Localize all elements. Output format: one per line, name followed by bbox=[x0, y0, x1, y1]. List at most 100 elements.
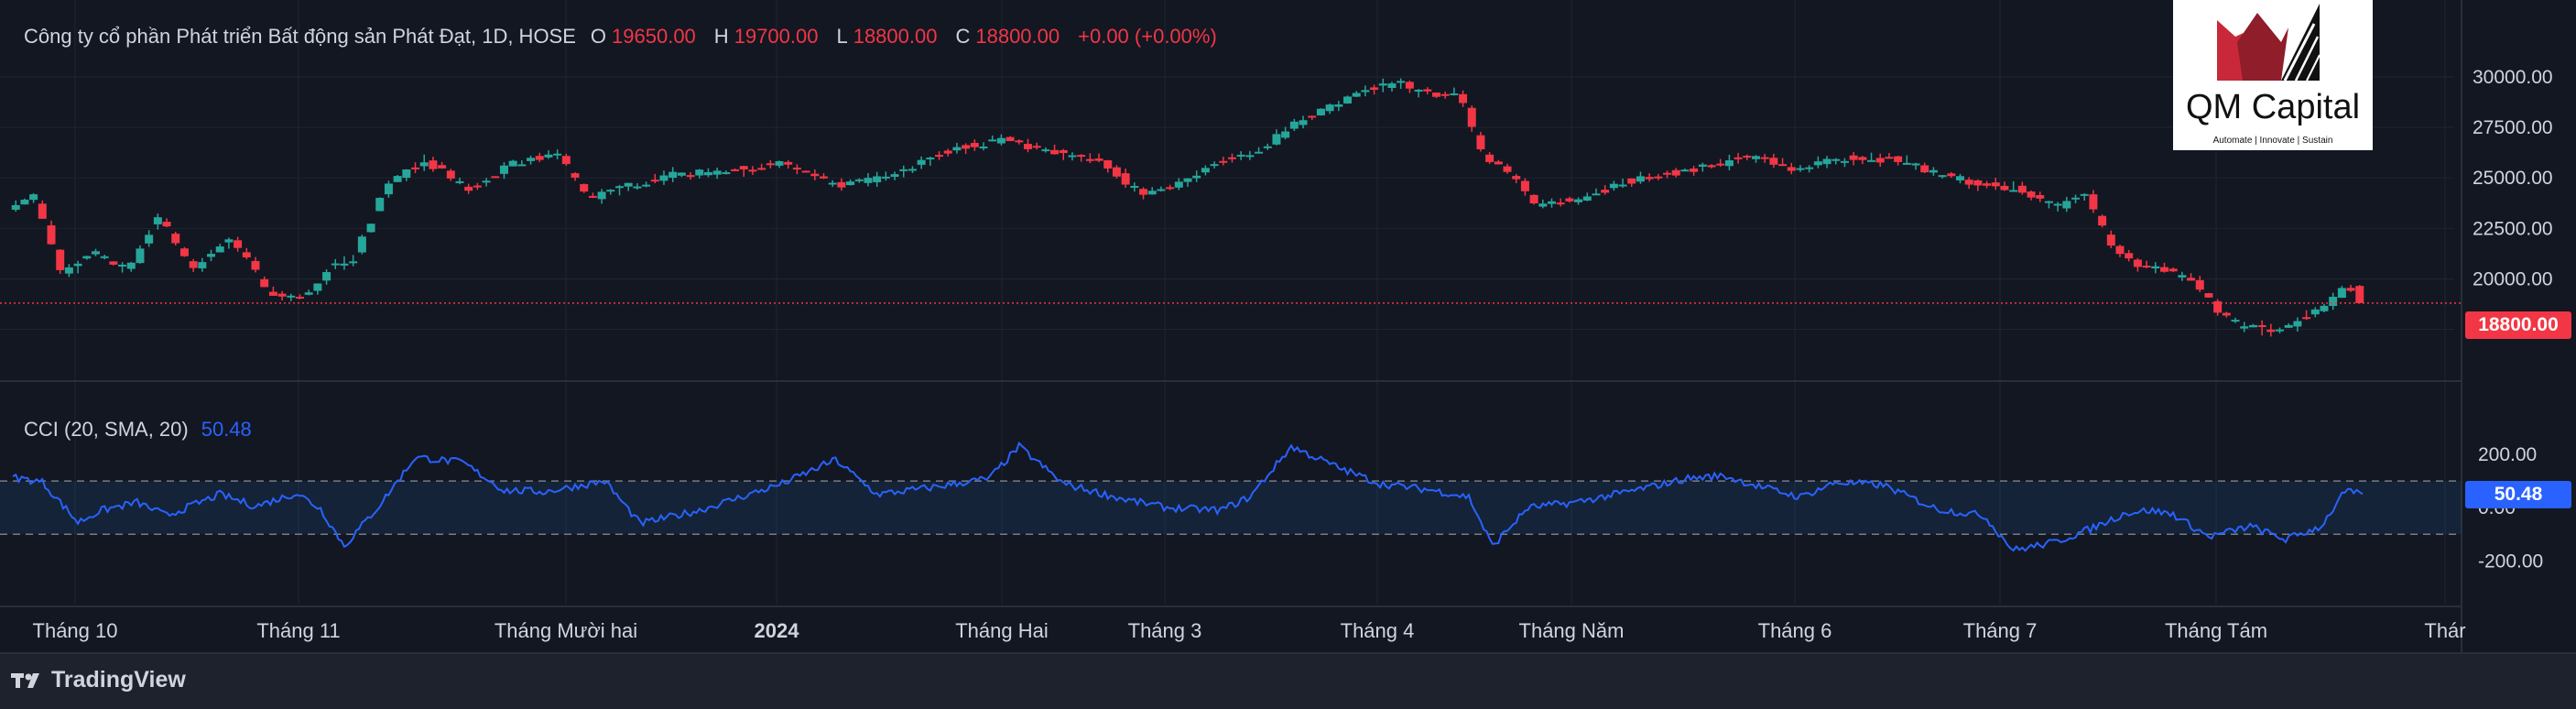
candle-body bbox=[1503, 166, 1512, 172]
candle-body bbox=[1299, 120, 1308, 125]
candle-body bbox=[1068, 155, 1077, 158]
candle-body bbox=[1538, 203, 1548, 207]
qm-capital-logo: QM Capital Automate | Innovate | Sustain bbox=[2173, 0, 2373, 150]
candle-body bbox=[1183, 178, 1192, 182]
logo-tagline: Automate | Innovate | Sustain bbox=[2212, 136, 2333, 146]
time-tick-label: Tháng 6 bbox=[1758, 619, 1832, 642]
candle-body bbox=[2187, 278, 2196, 281]
candle-body bbox=[757, 168, 766, 170]
candle-body bbox=[126, 262, 136, 269]
time-tick-label: Tháng 3 bbox=[1128, 619, 1202, 642]
candle-body bbox=[1352, 93, 1361, 97]
candle-body bbox=[996, 137, 1005, 144]
candle-body bbox=[890, 174, 899, 178]
candle-body bbox=[357, 236, 366, 253]
candle-body bbox=[712, 170, 722, 175]
candle-body bbox=[1361, 90, 1370, 93]
candle-body bbox=[1397, 81, 1406, 83]
candle-body bbox=[544, 154, 553, 158]
candle-body bbox=[1023, 144, 1032, 149]
candle-body bbox=[464, 186, 473, 191]
candle-body bbox=[234, 240, 243, 248]
candle-body bbox=[1103, 159, 1113, 169]
candle-body bbox=[1147, 191, 1157, 195]
candle-body bbox=[1485, 154, 1495, 162]
candle-body bbox=[429, 160, 438, 169]
candle-body bbox=[1520, 180, 1529, 191]
candle-body bbox=[908, 169, 917, 171]
candle-body bbox=[1938, 175, 1947, 178]
candle-body bbox=[1192, 175, 1201, 179]
cci-value-tag: 50.48 bbox=[2465, 481, 2571, 508]
candle-body bbox=[624, 182, 633, 187]
candle-body bbox=[1316, 108, 1325, 115]
candle-body bbox=[419, 162, 429, 167]
change-value: +0.00 (+0.00%) bbox=[1078, 25, 1217, 48]
candle-body bbox=[1645, 177, 1654, 180]
candle-body bbox=[2195, 279, 2204, 290]
candle-body bbox=[1370, 87, 1379, 91]
candle-body bbox=[1467, 107, 1476, 127]
cci-band-layer bbox=[0, 480, 2462, 535]
candle-body bbox=[970, 143, 979, 147]
candle-body bbox=[198, 262, 207, 268]
chart-svg[interactable]: 30000.00 27500.00 25000.00 22500.00 20000.00… bbox=[0, 0, 2576, 652]
candle-body bbox=[1130, 185, 1139, 188]
candle-body bbox=[650, 180, 659, 182]
candle-body bbox=[73, 263, 82, 267]
candle-body bbox=[1911, 163, 1920, 166]
candle-body bbox=[1840, 160, 1849, 163]
candle-body bbox=[1743, 156, 1752, 158]
candle-body bbox=[2320, 305, 2329, 311]
candle-body bbox=[1760, 157, 1769, 159]
candle-body bbox=[2168, 268, 2178, 272]
candle-body bbox=[1574, 199, 1583, 202]
candle-body bbox=[1734, 157, 1743, 159]
candle-body bbox=[224, 239, 234, 243]
time-axis-layer: Tháng 10 Tháng 11 Tháng Mười hai 2024 Tháng … bbox=[33, 619, 2466, 642]
candle-body bbox=[82, 256, 92, 259]
candle-body bbox=[935, 155, 944, 158]
candle-body bbox=[659, 175, 668, 181]
open-value: 19650.00 bbox=[612, 25, 696, 48]
chart-panel[interactable]: 30000.00 27500.00 25000.00 22500.00 20000.00… bbox=[0, 0, 2576, 652]
candle-body bbox=[571, 173, 580, 178]
candle-body bbox=[1459, 93, 1468, 104]
candle-body bbox=[801, 170, 810, 173]
candle-body bbox=[1343, 96, 1353, 104]
time-tick-label: Tháng Năm bbox=[1519, 619, 1625, 642]
candle-body bbox=[1308, 115, 1317, 118]
candle-body bbox=[11, 204, 20, 210]
candle-body bbox=[962, 145, 971, 149]
candle-body bbox=[2204, 293, 2213, 298]
candle-body bbox=[38, 203, 47, 219]
high-value: 19700.00 bbox=[734, 25, 819, 48]
candle-body bbox=[1831, 158, 1841, 161]
candle-body bbox=[1272, 134, 1281, 145]
candle-body bbox=[1724, 160, 1734, 167]
candle-body bbox=[1627, 178, 1636, 184]
candle-body bbox=[1663, 172, 1672, 175]
cci-legend[interactable]: CCI (20, SMA, 20) 50.48 bbox=[24, 418, 252, 442]
candle-body bbox=[29, 194, 38, 201]
candle-body bbox=[854, 179, 864, 181]
candle-body bbox=[1201, 168, 1210, 173]
price-tick-label: 25000.00 bbox=[2473, 168, 2553, 189]
candle-body bbox=[535, 156, 544, 160]
candle-body bbox=[1112, 167, 1121, 177]
time-tick-label: Tháng Hai bbox=[955, 619, 1049, 642]
candle-body bbox=[322, 272, 332, 281]
candle-body bbox=[136, 248, 145, 264]
candle-body bbox=[1716, 163, 1725, 166]
logo-mark-icon bbox=[2217, 4, 2321, 82]
tradingview-brand[interactable]: TradingView bbox=[11, 667, 186, 693]
candle-body bbox=[979, 146, 988, 148]
candle-body bbox=[171, 234, 180, 244]
candle-body bbox=[1174, 181, 1183, 188]
candle-body bbox=[508, 160, 517, 167]
candle-layer bbox=[0, 78, 2462, 337]
candle-body bbox=[899, 169, 908, 171]
candle-body bbox=[668, 171, 678, 179]
candle-body bbox=[2276, 329, 2285, 332]
candle-body bbox=[695, 169, 704, 176]
